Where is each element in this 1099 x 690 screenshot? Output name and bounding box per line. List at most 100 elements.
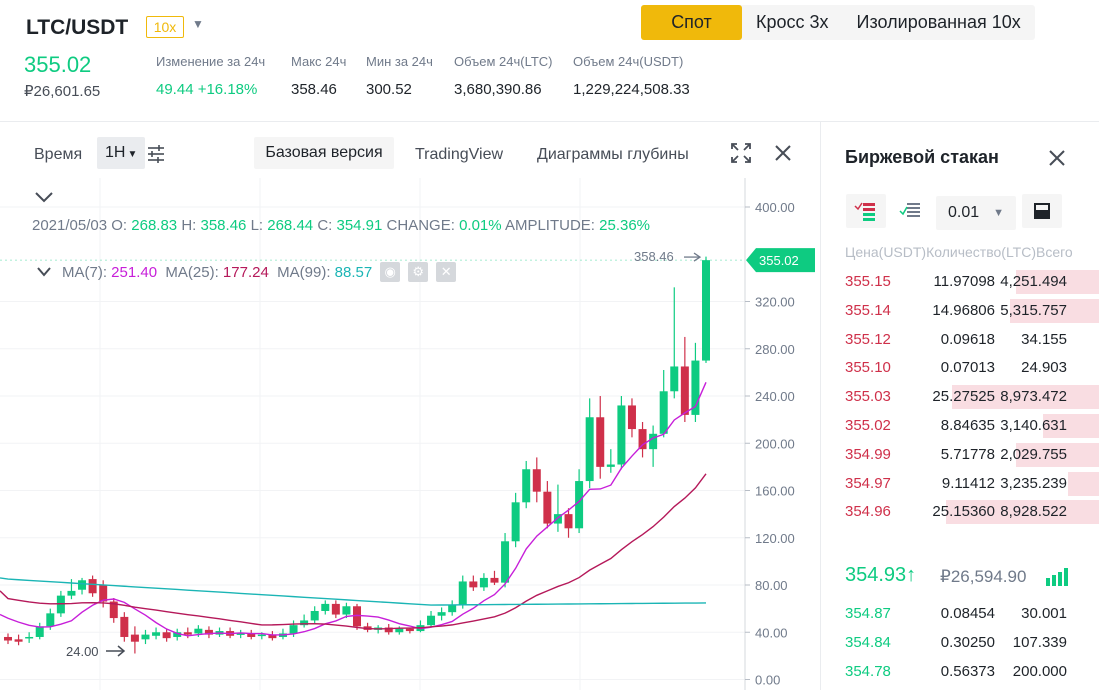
ohlc-change: 0.01%: [459, 217, 502, 234]
candle-body: [627, 405, 636, 430]
tradingview-button[interactable]: TradingView: [415, 146, 504, 163]
ask-row[interactable]: 355.15 11.97098 4,251.494: [821, 268, 1099, 296]
ohlc-low: 268.44: [267, 217, 314, 234]
bid-row[interactable]: 354.84 0.30250 107.339: [821, 629, 1099, 657]
stat-label: Макс 24ч: [291, 54, 347, 69]
bid-row[interactable]: 354.87 0.08454 30.001: [821, 600, 1099, 628]
candle-body: [437, 612, 446, 616]
time-label: Время: [34, 146, 83, 163]
ask-row[interactable]: 355.14 14.96806 5,315.757: [821, 297, 1099, 325]
orderbook-both-icon: [854, 202, 875, 221]
bid-amount: 0.30250: [940, 633, 995, 651]
candle-body: [88, 579, 97, 594]
candle-body: [680, 366, 689, 415]
orderbook-close-icon[interactable]: [1048, 149, 1066, 167]
last-price-rub: ₽26,601.65: [24, 83, 101, 100]
y-tick-label: 240.00: [755, 389, 795, 404]
ohlc-amplitude-label: AMPLITUDE:: [504, 217, 595, 234]
price-step-select[interactable]: 0.01 ▼: [936, 196, 1016, 230]
ma99-line: [0, 577, 707, 606]
signal-bars-icon[interactable]: [1046, 568, 1070, 586]
y-tick-label: 200.00: [755, 436, 795, 451]
view-both-button[interactable]: [846, 194, 886, 228]
view-bids-button[interactable]: [892, 194, 932, 228]
interval-select[interactable]: 1H ▼: [97, 137, 145, 169]
candle-body: [458, 581, 467, 606]
y-tick-label: 280.00: [755, 342, 795, 357]
ma99-value: 88.57: [334, 263, 373, 281]
eye-icon[interactable]: ◉: [380, 262, 401, 282]
ma-collapse-icon[interactable]: [36, 266, 52, 278]
ask-row[interactable]: 354.97 9.11412 3,235.239: [821, 470, 1099, 498]
stat-volume-usdt: Объем 24ч(USDT) 1,229,224,508.33: [573, 54, 690, 98]
ask-price: 355.10: [845, 359, 891, 377]
chevron-down-icon: ▼: [993, 207, 1004, 219]
ask-row[interactable]: 355.10 0.07013 24.903: [821, 354, 1099, 382]
candlestick-chart[interactable]: 400.00 320.00 280.00 240.00 200.00 160.00 120.…: [0, 178, 820, 690]
tab-isolated[interactable]: Изолированная 10x: [856, 12, 1021, 32]
candle-body: [532, 469, 541, 492]
bid-amount: 0.56373: [940, 662, 995, 680]
candle-body: [152, 632, 161, 636]
ask-row[interactable]: 354.96 25.15360 8,928.522: [821, 498, 1099, 526]
candle-body: [479, 577, 488, 588]
candle-body: [247, 633, 256, 637]
ask-amount: 25.15360: [932, 503, 995, 521]
ohlc-legend: 2021/05/03 O: 268.83 H: 358.46 L: 268.44…: [32, 213, 712, 238]
candle-body: [130, 634, 139, 642]
ma7-line: [0, 382, 707, 637]
ask-row[interactable]: 355.12 0.09618 34.155: [821, 326, 1099, 354]
tab-cross[interactable]: Кросс 3x: [756, 12, 829, 32]
ask-amount: 25.27525: [932, 388, 995, 406]
candle-body: [617, 405, 626, 465]
candle-body: [702, 260, 710, 361]
basic-view-button[interactable]: Базовая версия: [254, 137, 394, 169]
ask-price: 355.15: [845, 273, 891, 290]
depth-bar: [951, 385, 1099, 410]
candle-body: [342, 606, 351, 615]
candle-body: [522, 469, 531, 503]
ask-price: 354.97: [845, 474, 891, 492]
candle-body: [638, 429, 647, 450]
indicator-settings-icon[interactable]: [146, 144, 166, 164]
candle-body: [67, 590, 76, 596]
stat-volume-ltc: Объем 24ч(LTC) 3,680,390.86: [454, 54, 553, 98]
leverage-badge[interactable]: 10x: [146, 16, 184, 38]
close-chart-icon[interactable]: [774, 144, 792, 162]
candle-body: [321, 603, 330, 611]
stat-value: 300.52: [366, 81, 412, 98]
ask-amount: 11.97098: [933, 273, 995, 290]
tab-spot[interactable]: Спот: [641, 5, 742, 40]
orderbook-layout-button[interactable]: [1022, 194, 1062, 228]
ask-row[interactable]: 354.99 5.71778 2,029.755: [821, 441, 1099, 469]
candle-body: [469, 581, 478, 588]
candle-body: [268, 634, 277, 639]
ma7-label: MA(7):: [62, 263, 107, 281]
orderbook-title: Биржевой стакан: [845, 147, 999, 167]
candle-body: [543, 491, 552, 524]
depth-chart-button[interactable]: Диаграммы глубины: [537, 146, 689, 163]
collapse-chevron-icon[interactable]: [34, 190, 54, 204]
gear-icon[interactable]: ⚙: [408, 262, 429, 282]
fullscreen-icon[interactable]: [730, 142, 752, 164]
candle-body: [204, 629, 213, 635]
pair-dropdown-icon[interactable]: ▼: [192, 17, 204, 31]
chevron-down-icon: ▼: [127, 149, 138, 160]
ask-total: 34.155: [1021, 330, 1067, 348]
candle-body: [56, 595, 65, 614]
ask-row[interactable]: 355.02 8.84635 3,140.631: [821, 412, 1099, 440]
depth-bar: [1015, 442, 1099, 467]
ma-legend: MA(7): 251.40 MA(25): 177.24 MA(99): 88.…: [36, 262, 457, 282]
trade-mode-tabs: Спот Кросс 3x Изолированная 10x: [641, 5, 1035, 40]
ask-price: 355.02: [845, 417, 891, 434]
candle-body: [257, 634, 266, 637]
ma7-value: 251.40: [111, 263, 158, 281]
stat-value: 1,229,224,508.33: [573, 81, 690, 98]
close-icon[interactable]: ✕: [436, 262, 457, 282]
candle-body: [490, 577, 499, 583]
candle-body: [173, 632, 182, 637]
bid-row[interactable]: 354.78 0.56373 200.000: [821, 658, 1099, 686]
depth-bar: [1068, 471, 1099, 496]
pair-title[interactable]: LTC/USDT: [26, 16, 129, 39]
ask-row[interactable]: 355.03 25.27525 8,973.472: [821, 383, 1099, 411]
